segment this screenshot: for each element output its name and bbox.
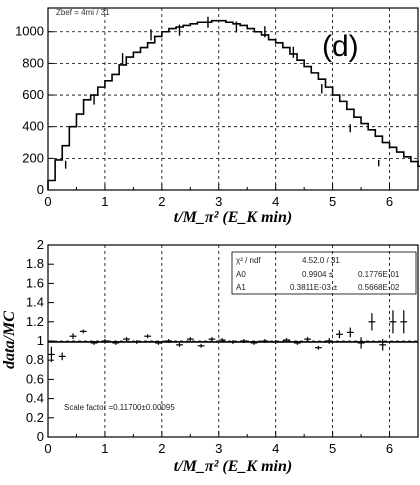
top-y-tick-label: 600 (22, 87, 44, 102)
bottom-data-point (144, 334, 152, 339)
top-y-tick-label: 0 (37, 182, 44, 197)
bottom-data-point (186, 337, 194, 341)
top-x-tick-label: 4 (272, 194, 279, 209)
bottom-data-point (346, 327, 354, 338)
bottom-y-tick-label: 0.8 (26, 352, 44, 367)
bottom-y-tick-label: 0.6 (26, 371, 44, 386)
bottom-data-point (250, 341, 258, 345)
bottom-data-point (123, 337, 130, 341)
stats-a0-value: 0.9904 ± (302, 270, 334, 279)
bottom-panel: t/M_π² (E_K min) data/MC χ² / ndf 4.52.0… (1, 237, 419, 475)
bottom-y-tick-label: 1 (37, 333, 44, 348)
stats-chi2-label: χ² / ndf (236, 256, 261, 265)
bottom-y-tick-label: 1.8 (26, 256, 44, 271)
bottom-data-point (218, 338, 226, 342)
bottom-data-point (48, 346, 55, 363)
top-plot-frame (47, 7, 419, 191)
bottom-data-point (261, 339, 269, 343)
bottom-data-point (314, 345, 322, 350)
bottom-data-point (197, 343, 205, 348)
bottom-data-point (283, 338, 290, 342)
bottom-data-point (336, 330, 343, 339)
top-x-axis-label: t/M_π² (E_K min) (174, 209, 292, 226)
bottom-data-point (133, 340, 141, 344)
bottom-data-point (368, 313, 376, 331)
bottom-data-point (176, 342, 183, 347)
stats-a0-error: 0.1776E-01 (358, 270, 400, 279)
top-x-tick-label: 5 (329, 194, 336, 209)
panel-label: (d) (322, 30, 359, 63)
bottom-x-axis-label: t/M_π² (E_K min) (174, 458, 292, 475)
top-histogram-line (47, 19, 420, 190)
bottom-x-tick-label: 0 (44, 441, 51, 456)
top-x-tick-label: 3 (215, 194, 222, 209)
bottom-x-tick-label: 1 (101, 441, 108, 456)
bottom-x-tick-label: 5 (329, 441, 336, 456)
scale-factor-text: Scale factor =0.11700±0.00095 (64, 403, 175, 412)
bottom-data-point (379, 339, 387, 351)
bottom-y-tick-label: 0 (37, 429, 44, 444)
bottom-data-point (357, 337, 365, 349)
bottom-data-point (272, 340, 280, 344)
bottom-data-point (101, 339, 109, 343)
bottom-data-point (58, 352, 66, 361)
bottom-y-tick-label: 1.2 (26, 314, 44, 329)
top-x-tick-label: 1 (101, 194, 108, 209)
bottom-data-point (155, 341, 162, 345)
bottom-data-point (69, 333, 77, 340)
bottom-y-tick-label: 2 (37, 237, 44, 252)
top-y-tick-label: 400 (22, 119, 44, 134)
top-y-tick-label: 200 (22, 150, 44, 165)
stats-a1-error: 0.5668E-02 (358, 283, 400, 292)
bottom-y-axis-label: data/MC (1, 311, 18, 369)
bottom-data-point (325, 338, 333, 344)
bottom-data-point (79, 329, 87, 334)
bottom-x-tick-label: 6 (386, 441, 393, 456)
stats-box-frame (231, 251, 417, 295)
bottom-y-tick-label: 0.2 (26, 410, 44, 425)
bottom-data-point (208, 337, 216, 341)
bottom-x-tick-label: 2 (158, 441, 165, 456)
top-x-tick-label: 2 (158, 194, 165, 209)
stats-chi2-value: 4.52.0 / 31 (302, 256, 340, 265)
bottom-data-point (304, 337, 311, 341)
bottom-data-point (229, 340, 237, 344)
bottom-data-point (293, 341, 301, 345)
bottom-data-point (240, 339, 248, 343)
top-corner-text: Zbef = 4mi / 31 (56, 8, 110, 17)
bottom-data-point (165, 339, 173, 343)
bottom-y-tick-label: 1.4 (26, 295, 44, 310)
stats-a1-label: A1 (236, 283, 246, 292)
top-y-tick-label: 1000 (15, 24, 44, 39)
top-y-tick-label: 800 (22, 55, 44, 70)
bottom-data-point (389, 310, 397, 334)
top-x-tick-label: 0 (44, 194, 51, 209)
stats-a1-value: 0.3811E-03 ± (290, 283, 338, 292)
bottom-data-point (400, 310, 408, 334)
top-x-tick-label: 6 (386, 194, 393, 209)
stats-a0-label: A0 (236, 270, 246, 279)
stats-box: χ² / ndf 4.52.0 / 31 A0 0.9904 ± 0.1776E… (231, 251, 417, 295)
bottom-y-tick-label: 1.6 (26, 275, 44, 290)
top-panel: Zbef = 4mi / 31 (d) t/M_π² (E_K min) 0 1 2… (15, 7, 420, 226)
bottom-data-point (90, 341, 98, 345)
bottom-data-point (112, 341, 120, 345)
bottom-x-tick-label: 4 (272, 441, 279, 456)
bottom-x-tick-label: 3 (215, 441, 222, 456)
bottom-y-tick-label: 0.4 (26, 391, 44, 406)
